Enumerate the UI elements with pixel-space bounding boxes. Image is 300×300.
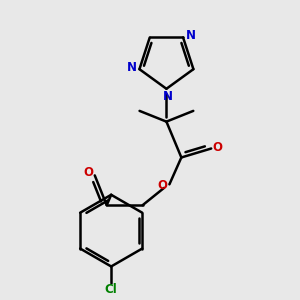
Text: O: O [213,140,223,154]
Text: O: O [83,167,93,179]
Text: N: N [186,29,196,43]
Text: O: O [158,179,168,192]
Text: Cl: Cl [105,283,118,296]
Text: N: N [126,61,136,74]
Text: N: N [163,90,172,103]
